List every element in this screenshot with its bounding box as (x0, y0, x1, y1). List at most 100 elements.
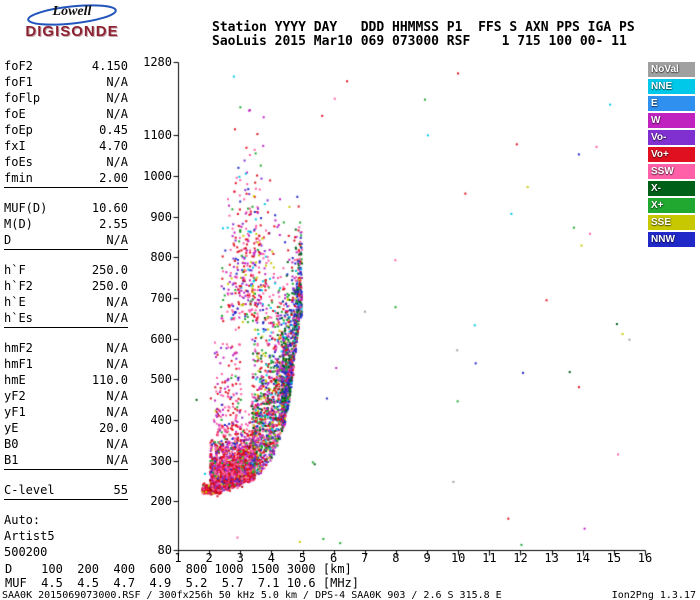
y-tick-label: 700 (150, 290, 172, 305)
legend-item-sse: SSE (648, 215, 695, 230)
param-value: N/A (106, 341, 128, 355)
param-label: M(D) (4, 217, 33, 231)
param-label: B0 (4, 437, 19, 451)
doppler-direction-legend: NoVal NNE E W Vo- Vo+ SSW X- X+ SSE NNW (648, 62, 695, 249)
y-tick-label: 1100 (143, 128, 172, 143)
y-tick-label: 800 (150, 250, 172, 265)
param-label: foFlp (4, 91, 41, 105)
param-row-fof1: foF1 N/A (4, 74, 128, 90)
param-value: 2.55 (99, 217, 128, 231)
parameter-group: h`F 250.0 h`F2 250.0 h`E N/A h`Es N/A (4, 262, 128, 328)
param-row-b1: B1 N/A (4, 452, 128, 468)
param-label: foF2 (4, 59, 33, 73)
param-label: 500200 (4, 545, 48, 559)
param-label: foE (4, 107, 26, 121)
x-tick-label: 9 (423, 551, 431, 565)
distance-scale-row: D 100 200 400 600 800 1000 1500 3000 [km… (5, 562, 352, 576)
param-label: B1 (4, 453, 19, 467)
x-tick-label: 14 (575, 551, 590, 565)
param-row-ye: yE 20.0 (4, 420, 128, 436)
param-value: N/A (106, 437, 128, 451)
param-label: fxI (4, 139, 26, 153)
param-value: 4.150 (91, 59, 128, 73)
y-tick-label: 900 (150, 209, 172, 224)
param-value: N/A (106, 295, 128, 309)
param-row-md: M(D) 2.55 (4, 216, 128, 232)
y-tick-label: 600 (150, 331, 172, 346)
param-label: yF1 (4, 405, 26, 419)
parameter-group: Auto: Artist5 500200 (4, 512, 128, 561)
param-row-b0: B0 N/A (4, 436, 128, 452)
param-row-d: D N/A (4, 232, 128, 248)
footer-program-version: Ion2Png 1.3.17 (611, 590, 696, 600)
header-station-values: SaoLuis 2015 Mar10 069 073000 RSF 1 715 … (212, 34, 627, 49)
param-label: h`Es (4, 311, 33, 325)
legend-item-e: E (648, 96, 695, 111)
param-row-artist5: Artist5 (4, 528, 128, 544)
y-tick-label: 1280 (143, 55, 172, 69)
x-tick-label: 11 (482, 551, 497, 565)
param-row-he: h`E N/A (4, 294, 128, 310)
y-tick-label: 1000 (143, 168, 172, 183)
y-tick-label: 400 (150, 412, 172, 427)
legend-item-noval: NoVal (648, 62, 695, 77)
parameter-group: C-level 55 (4, 482, 128, 500)
x-tick-label: 8 (392, 551, 400, 565)
header-column-titles: Station YYYY DAY DDD HHMMSS P1 FFS S AXN… (212, 20, 635, 35)
x-tick-label: 1 (174, 551, 182, 565)
parameter-group: foF2 4.150 foF1 N/A foFlp N/A foE N/A foEp 0.45 fx… (4, 58, 128, 188)
footer-file-info: SAA0K_2015069073000.RSF / 300fx256h 50 k… (2, 590, 502, 600)
param-row-yf2: yF2 N/A (4, 388, 128, 404)
param-row-foe: foE N/A (4, 106, 128, 122)
param-value: 0.45 (99, 123, 128, 137)
param-row-hf2: h`F2 250.0 (4, 278, 128, 294)
legend-item-nnw: NNW (648, 232, 695, 247)
param-row-hme: hmE 110.0 (4, 372, 128, 388)
param-value: N/A (106, 453, 128, 467)
x-tick-label: 3 (236, 551, 244, 565)
param-row-foep: foEp 0.45 (4, 122, 128, 138)
param-row-mufd: MUF(D) 10.60 (4, 200, 128, 216)
x-tick-label: 12 (513, 551, 528, 565)
legend-item-vo-: Vo+ (648, 147, 695, 162)
param-label: h`E (4, 295, 26, 309)
lowell-digisonde-logo: Lowell DIGISONDE (6, 4, 138, 50)
param-row-fxi: fxI 4.70 (4, 138, 128, 154)
param-label: hmE (4, 373, 26, 387)
x-tick-label: 6 (330, 551, 338, 565)
param-row-hes: h`Es N/A (4, 310, 128, 326)
x-tick-label: 5 (298, 551, 307, 565)
param-row-hf: h`F 250.0 (4, 262, 128, 278)
y-tick-label: 500 (150, 372, 172, 387)
param-row-auto: Auto: (4, 512, 128, 528)
y-tick-label: 300 (150, 453, 172, 468)
param-value: 10.60 (91, 201, 128, 215)
param-value: 4.70 (99, 139, 128, 153)
param-label: fmin (4, 171, 33, 185)
param-label: h`F2 (4, 279, 33, 293)
y-tick-label: 200 (150, 494, 172, 509)
x-tick-label: 13 (544, 551, 559, 565)
param-row-foflp: foFlp N/A (4, 90, 128, 106)
parameter-group: hmF2 N/A hmF1 N/A hmE 110.0 yF2 N/A yF1 N/A yE 20.0… (4, 340, 128, 470)
param-value: 20.0 (99, 421, 128, 435)
param-row-hmf2: hmF2 N/A (4, 340, 128, 356)
param-value: 110.0 (91, 373, 128, 387)
x-tick-label: 4 (267, 551, 275, 565)
param-value: N/A (106, 155, 128, 169)
param-value: N/A (106, 75, 128, 89)
param-row-hmf1: hmF1 N/A (4, 356, 128, 372)
param-label: foEs (4, 155, 33, 169)
x-tick-label: 15 (606, 551, 622, 565)
x-tick-label: 2 (205, 551, 213, 565)
param-row-fmin: fmin 2.00 (4, 170, 128, 186)
x-tick-label: 7 (361, 551, 369, 565)
ionogram-canvas (170, 56, 650, 556)
param-row-clevel: C-level 55 (4, 482, 128, 498)
param-value: N/A (106, 107, 128, 121)
legend-item-x-: X+ (648, 198, 695, 213)
x-tick-label: 10 (450, 551, 466, 565)
param-label: yF2 (4, 389, 26, 403)
param-value: N/A (106, 357, 128, 371)
